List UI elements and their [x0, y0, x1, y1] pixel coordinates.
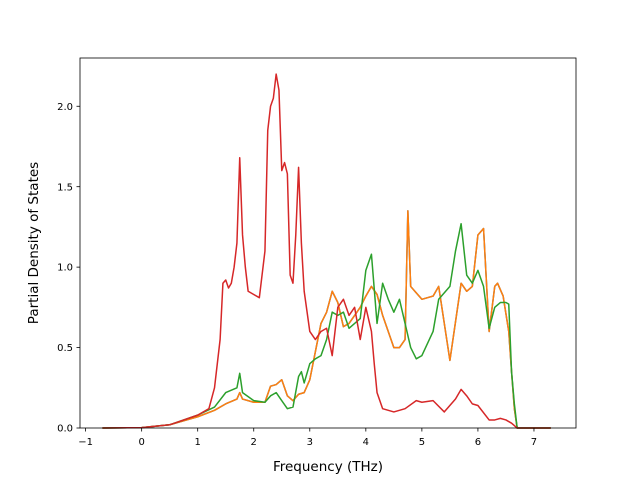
- y-tick-label: 0.0: [57, 424, 73, 435]
- x-axis-label: Frequency (THz): [273, 459, 383, 475]
- y-tick-label: 0.5: [57, 343, 73, 354]
- y-tick-label: 1.5: [57, 182, 73, 193]
- series-line-4: [102, 73, 551, 429]
- series-line-2: [102, 210, 551, 429]
- y-axis-label: Partial Density of States: [26, 162, 42, 324]
- x-tick-label: 5: [419, 437, 425, 448]
- x-tick-label: 3: [307, 437, 313, 448]
- x-tick-label: 7: [531, 437, 537, 448]
- y-axis: 0.0 0.5 1.0 1.5 2.0: [57, 102, 80, 435]
- plot-area-frame: [79, 57, 577, 429]
- x-tick-label: 0: [138, 437, 144, 448]
- x-tick-label: 4: [363, 437, 369, 448]
- series-layer: [102, 73, 551, 429]
- x-tick-label: 1: [195, 437, 201, 448]
- x-axis: −1 0 1 2 3 4 5 6 7: [78, 428, 537, 448]
- series-line-3: [102, 222, 551, 429]
- y-tick-label: 2.0: [57, 102, 73, 113]
- x-tick-label: 6: [475, 437, 481, 448]
- x-tick-label: −1: [78, 437, 93, 448]
- y-tick-label: 1.0: [57, 263, 73, 274]
- x-tick-label: 2: [251, 437, 257, 448]
